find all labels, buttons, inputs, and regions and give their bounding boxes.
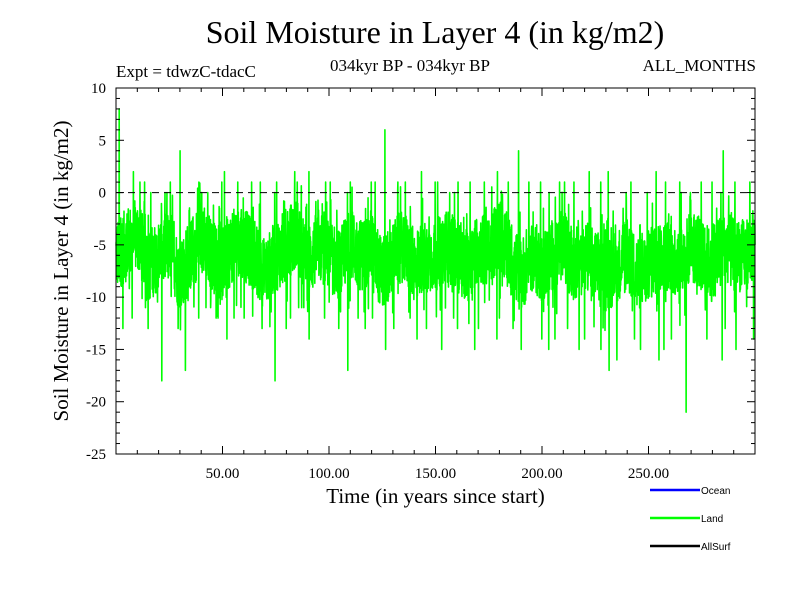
ticks-layer: 10 5 0 -5 -10 -15 -20 -25 50.00 100.00 150.00 200.0… xyxy=(86,81,755,482)
x-tick-label: 100.00 xyxy=(308,466,349,482)
x-tick-label: 200.00 xyxy=(521,466,562,482)
y-tick-label: -5 xyxy=(94,238,107,254)
x-tick-label: 150.00 xyxy=(415,466,456,482)
series-layer xyxy=(115,108,756,413)
y-tick-label: -20 xyxy=(86,395,106,411)
period-label: 034kyr BP - 034kyr BP xyxy=(330,56,490,75)
legend: Ocean Land AllSurf xyxy=(650,486,731,553)
y-tick-label: -25 xyxy=(86,447,106,463)
y-tick-label: -15 xyxy=(86,342,106,358)
legend-label-allsurf: AllSurf xyxy=(701,542,731,553)
x-tick-label: 250.00 xyxy=(628,466,669,482)
land-series-line xyxy=(115,108,756,413)
y-tick-label: -10 xyxy=(86,290,106,306)
y-tick-label: 0 xyxy=(99,186,107,202)
x-tick-label: 50.00 xyxy=(206,466,240,482)
experiment-label: Expt = tdwzC-tdacC xyxy=(116,62,256,81)
legend-label-ocean: Ocean xyxy=(701,486,730,497)
chart-title: Soil Moisture in Layer 4 (in kg/m2) xyxy=(205,14,665,50)
months-label: ALL_MONTHS xyxy=(642,56,756,75)
y-tick-label: 10 xyxy=(91,81,106,97)
legend-label-land: Land xyxy=(701,514,723,525)
y-tick-label: 5 xyxy=(99,133,107,149)
x-axis-title: Time (in years since start) xyxy=(326,484,545,508)
y-axis-title: Soil Moisture in Layer 4 (in kg/m2) xyxy=(49,121,73,422)
